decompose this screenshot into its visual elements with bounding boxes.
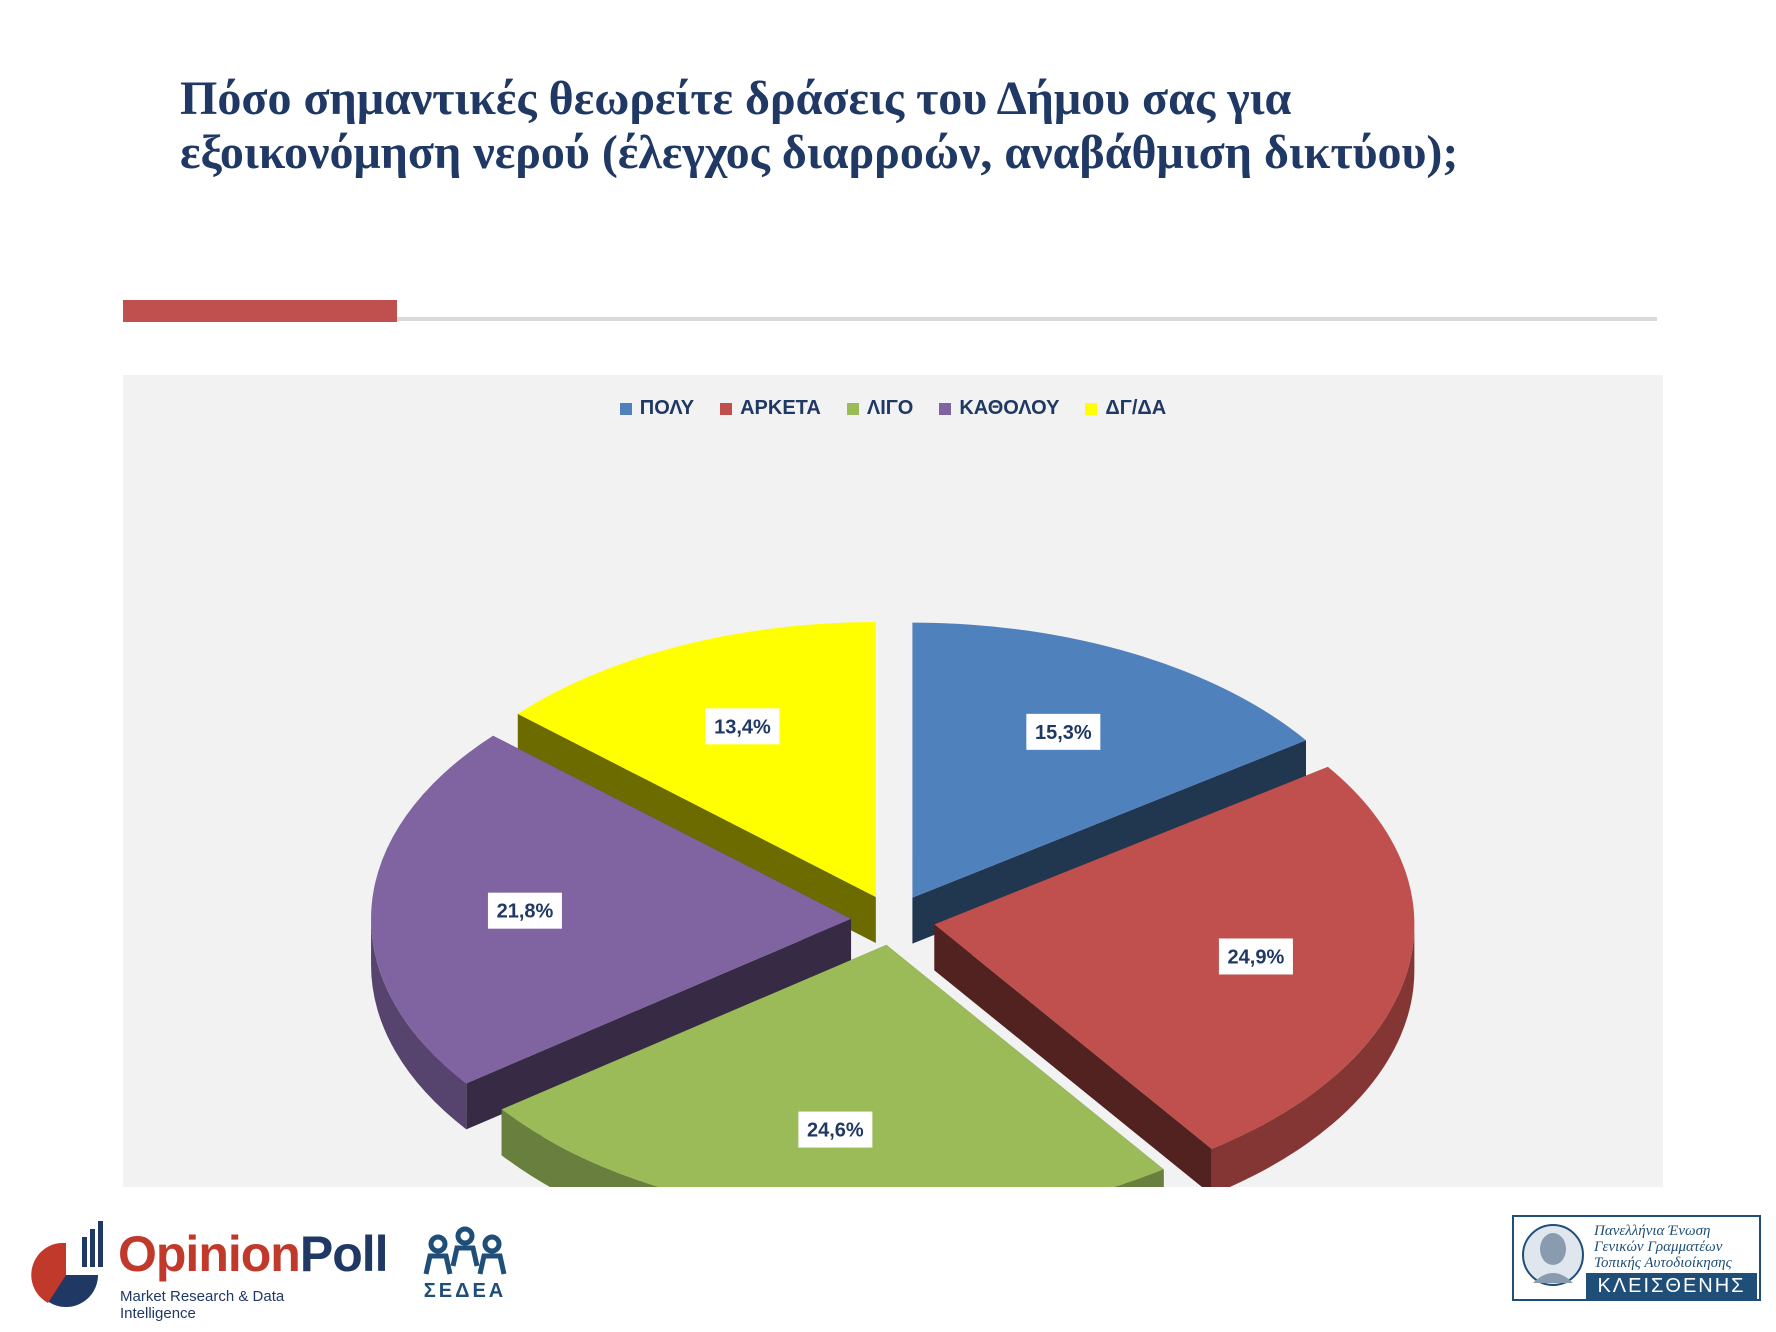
data-label-4: 21,8% (487, 892, 562, 929)
opinion-poll-mark-icon (31, 1221, 103, 1307)
legend-label-2: ΑΡΚΕΤΑ (740, 397, 821, 419)
title-line-2: εξοικονόμηση νερού (έλεγχος διαρροών, αν… (180, 126, 1459, 179)
legend-item-1: ΠΟΛΥ (619, 397, 695, 420)
pie-slice-2 (934, 766, 1415, 1187)
opinion-poll-tagline: Market Research & Data Intelligence (120, 1288, 285, 1322)
slice-top-2 (934, 766, 1415, 1149)
legend-swatch-2 (720, 402, 733, 415)
chart-legend: ΠΟΛΥ ΑΡΚΕΤΑ ΛΙΓΟ ΚΑΘΟΛΟΥ ΔΓ/ΔΑ (123, 397, 1663, 420)
opinion-poll-logo: OpinionPoll Market Research & Data Intel… (28, 1215, 389, 1322)
sedea-wordmark: ΣΕΔΕΑ (423, 1280, 507, 1302)
legend-label-3: ΛΙΓΟ (866, 397, 914, 419)
svg-text:13,4%: 13,4% (714, 716, 771, 738)
slice-wall-4-1 (466, 918, 852, 1130)
data-label-1: 15,3% (1026, 713, 1101, 750)
slice-wall-5-1 (517, 713, 876, 944)
legend-swatch-1 (619, 402, 632, 415)
kleisthenis-caption: Πανελλήνια Ένωση Γενικών Γραμματέων Τοπι… (1594, 1223, 1732, 1271)
data-label-5: 13,4% (705, 708, 780, 745)
legend-item-3: ΛΙΓΟ (846, 397, 914, 420)
slice-edge-3-1 (501, 1109, 1164, 1187)
slice-edge-4-1 (371, 918, 467, 1130)
slice-top-4 (371, 735, 852, 1084)
pie-slice-1 (912, 622, 1306, 944)
legend-item-4: ΚΑΘΟΛΟΥ (939, 397, 1059, 420)
title-line-1: Πόσο σημαντικές θεωρείτε δράσεις του Δήμ… (180, 72, 1292, 125)
slice-edge-2-1 (1211, 924, 1415, 1187)
pie-slice-5 (517, 622, 876, 944)
legend-swatch-4 (939, 402, 952, 415)
legend-item-5: ΔΓ/ΔΑ (1085, 397, 1166, 420)
portrait-bust-icon (1522, 1224, 1584, 1286)
svg-text:15,3%: 15,3% (1035, 722, 1092, 744)
slice-top-1 (912, 622, 1306, 898)
chart-area: 15,3% 24,9% 24,6% 21,8% 13,4% ΠΟΛΥ ΑΡΚΕΤΑ ΛΙΓΟ… (123, 375, 1663, 1187)
svg-text:24,6%: 24,6% (807, 1120, 864, 1142)
legend-item-2: ΑΡΚΕΤΑ (720, 397, 821, 420)
legend-label-1: ΠΟΛΥ (639, 397, 695, 419)
legend-swatch-5 (1085, 402, 1098, 415)
title-divider (397, 317, 1657, 321)
svg-text:21,8%: 21,8% (497, 901, 554, 923)
slice-wall-1-2 (912, 740, 1306, 944)
svg-text:24,9%: 24,9% (1228, 946, 1285, 968)
pie-slice-4 (371, 735, 852, 1130)
people-group-icon (423, 1226, 507, 1275)
data-label-2: 24,9% (1218, 938, 1293, 975)
opinion-poll-wordmark: OpinionPoll (118, 1226, 389, 1282)
title-accent-bar (123, 300, 397, 322)
slice-wall-2-2 (934, 924, 1212, 1187)
data-label-3: 24,6% (798, 1111, 873, 1148)
pie-chart: 15,3% 24,9% 24,6% 21,8% 13,4% (371, 622, 1415, 1187)
sedea-logo: ΣΕΔΕΑ (420, 1222, 510, 1314)
slice-top-3 (501, 944, 1164, 1187)
pie-slice-3 (501, 944, 1164, 1187)
kleisthenis-logo: Πανελλήνια Ένωση Γενικών Γραμματέων Τοπι… (1512, 1215, 1761, 1301)
slice-top-5 (517, 622, 876, 898)
legend-label-5: ΔΓ/ΔΑ (1105, 397, 1167, 419)
legend-swatch-3 (846, 402, 859, 415)
kleisthenis-wordmark: ΚΛΕΙΣΘΕΝΗΣ (1586, 1273, 1757, 1299)
page-title: Πόσο σημαντικές θεωρείτε δράσεις του Δήμ… (180, 72, 1660, 180)
legend-label-4: ΚΑΘΟΛΟΥ (959, 397, 1060, 419)
